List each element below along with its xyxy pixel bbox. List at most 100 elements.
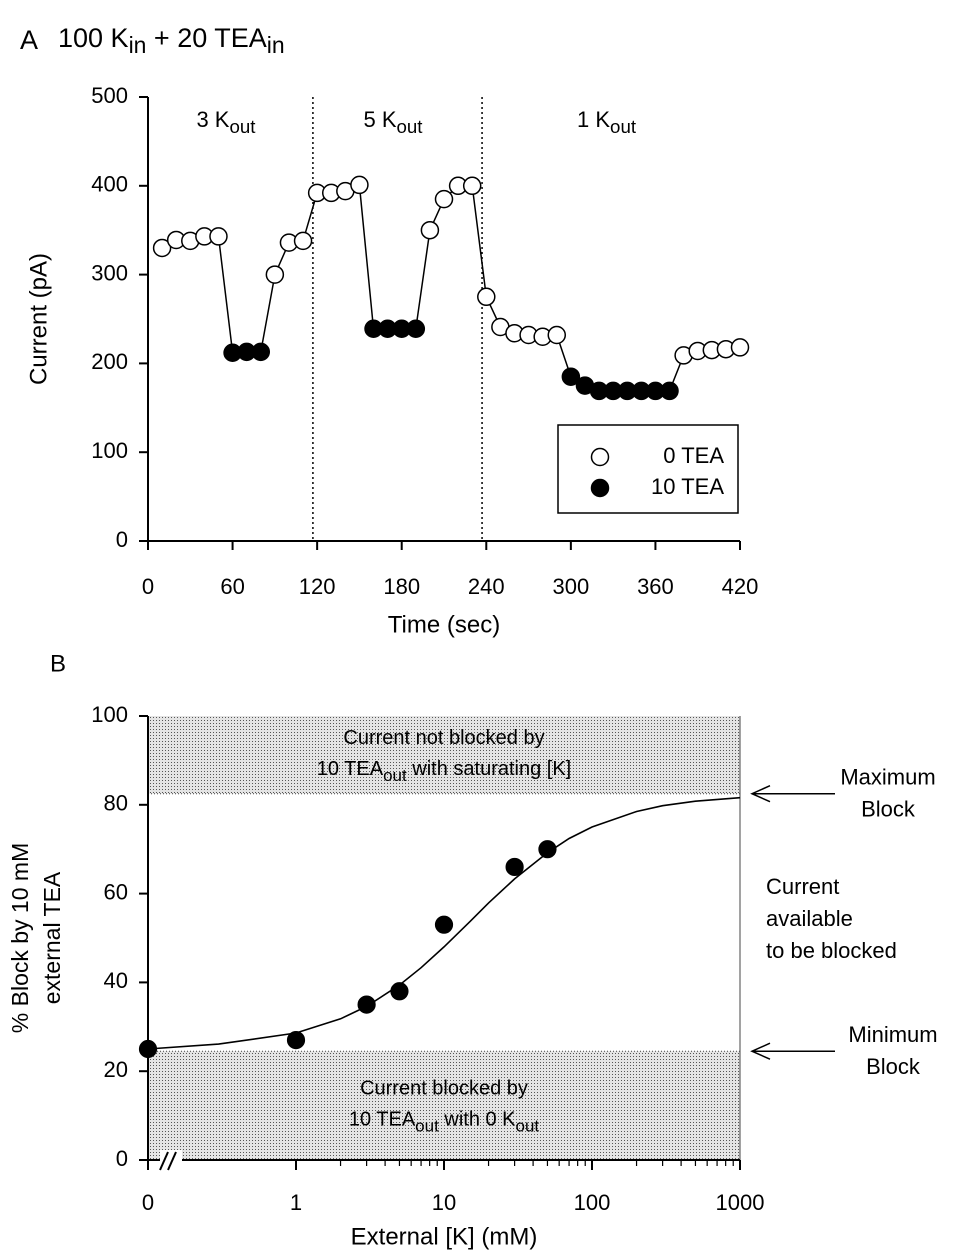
region-label-sub: out [610,116,637,137]
data-point [547,325,567,345]
annotation-arrow [750,785,835,803]
band-label-sub: out [383,766,407,785]
chart-title-sub: in [129,32,147,58]
x-tick-label: 100 [574,1190,611,1215]
axis-break [159,1150,182,1171]
y-tick-label: 300 [91,260,128,285]
y-axis-label: Current (pA) [25,253,52,385]
data-point [152,238,172,258]
data-point [286,1031,306,1050]
x-axis-label: Time (sec) [388,611,500,638]
band-label-part: Current not blocked by [343,727,544,749]
data-point [406,319,426,339]
shaded-band [148,1051,740,1160]
data-point [420,220,440,240]
band-label-part: with saturating [K] [407,758,572,780]
x-tick-label: 180 [383,574,420,599]
y-tick-label: 200 [91,349,128,374]
data-point [390,982,409,1001]
data-point [350,175,369,195]
data-point [251,342,271,362]
band-label-part: Current blocked by [360,1078,528,1100]
data-point [505,857,524,877]
band-label: 10 TEAout with 0 Kout [349,1109,540,1136]
band-label-part: 10 TEA [349,1109,416,1131]
data-point [730,338,750,357]
y-tick-label: 80 [104,791,128,816]
chart-title-sub: in [267,32,285,58]
panel-label: A [20,25,38,55]
y-tick-label: 20 [104,1057,128,1082]
x-tick-label: 1000 [716,1190,765,1215]
x-tick-label: 1 [290,1190,302,1215]
y-tick-label: 0 [116,527,128,552]
y-axis-label: external TEA [39,871,65,1004]
chart-title-part: 100 K [58,23,129,53]
region-label-sub: out [229,116,256,137]
y-axis-label: % Block by 10 mM [7,843,33,1033]
annotation-arrow [750,1042,835,1060]
region-label-part: 1 K [577,107,610,132]
y-tick-label: 100 [91,438,128,463]
data-point [660,381,679,401]
x-tick-label: 10 [432,1190,456,1215]
data-point [434,189,454,209]
region-label: 1 Kout [577,107,637,137]
annotation: Minimum [848,1022,937,1047]
annotation: Maximum [840,765,935,790]
y-tick-label: 100 [91,702,128,727]
x-tick-label: 0 [142,1190,154,1215]
x-tick-label: 300 [552,574,589,599]
x-tick-label: 420 [722,574,759,599]
x-axis-label: External [K] (mM) [351,1223,538,1250]
region-label-part: 5 K [363,107,396,132]
legend-marker [590,447,610,467]
panel-label: B [50,650,66,677]
data-point [209,227,228,246]
band-label-part: 10 TEA [317,758,384,780]
legend-marker [590,478,610,498]
data-point [138,1039,158,1059]
y-tick-label: 60 [104,879,128,904]
band-label-sub: out [415,1117,439,1136]
annotation: available [766,906,853,931]
annotation: Current [766,874,839,899]
y-tick-label: 40 [104,968,128,993]
annotation: Block [861,797,916,822]
data-point [434,915,454,934]
fit-curve [147,796,741,1050]
legend-box [557,424,739,514]
x-tick-label: 240 [468,574,505,599]
data-point [462,176,482,196]
region-label-part: 3 K [196,107,229,132]
data-point [477,287,496,307]
band-label: Current blocked by [360,1078,528,1100]
data-point [538,840,557,859]
annotation: Block [866,1054,921,1079]
region-label-sub: out [397,116,424,137]
x-tick-label: 120 [299,574,336,599]
data-point [293,231,313,251]
data-point [561,367,581,386]
chart-title: 100 Kin + 20 TEAin [58,23,285,58]
region-label: 5 Kout [363,107,423,137]
data-point [357,995,376,1014]
y-tick-label: 400 [91,172,128,197]
chart-title-part: + 20 TEA [146,23,266,53]
x-tick-label: 0 [142,574,154,599]
band-label-part: with 0 K [439,1109,516,1131]
y-tick-label: 0 [116,1146,128,1171]
band-label: Current not blocked by [343,727,544,749]
band-label: 10 TEAout with saturating [K] [317,758,572,785]
legend-label: 10 TEA [651,474,724,499]
shaded-band [148,716,740,794]
y-tick-label: 500 [91,83,128,108]
x-tick-label: 360 [637,574,674,599]
legend-label: 0 TEA [663,443,724,468]
data-point [265,265,285,284]
band-label-sub: out [516,1117,540,1136]
annotation: to be blocked [766,938,897,963]
region-label: 3 Kout [196,107,256,137]
